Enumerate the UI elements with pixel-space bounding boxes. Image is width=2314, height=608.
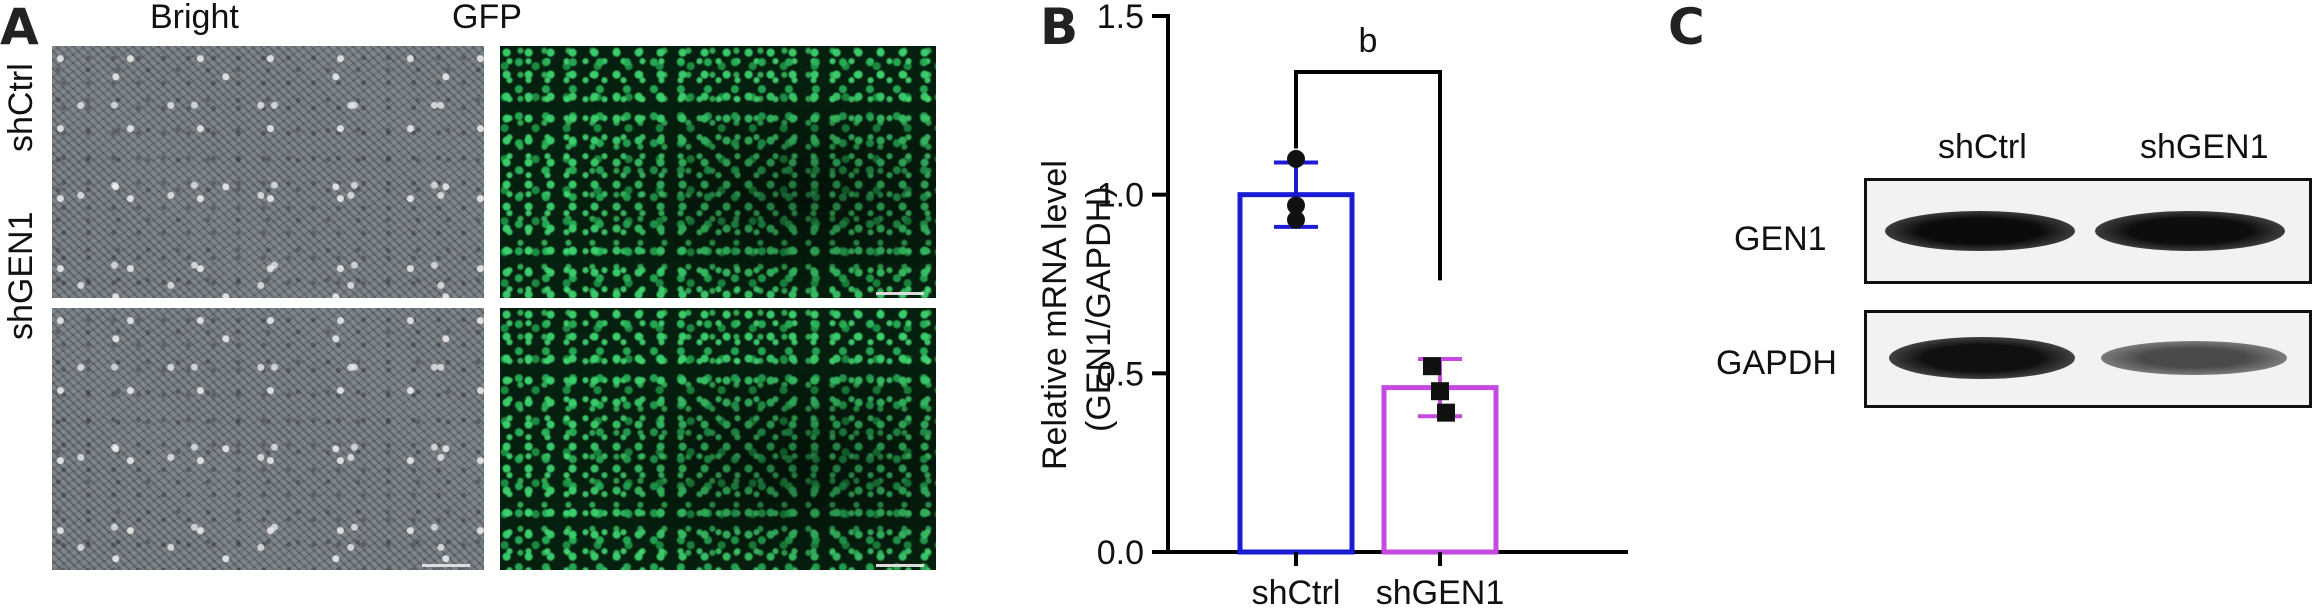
scale-bar (422, 564, 470, 567)
panel-b-letter: B (1040, 0, 1079, 56)
col-label-bright: Bright (150, 0, 239, 36)
y-tick-label: 0.0 (1097, 534, 1144, 572)
micrograph-gfp-shgen1 (500, 308, 936, 570)
western-blot-gen1 (1864, 178, 2312, 284)
data-point (1287, 210, 1305, 229)
blot-band (2101, 341, 2287, 375)
panel-c-letter: C (1668, 0, 1705, 56)
blot-band (2095, 211, 2285, 251)
y-tick-label: 0.5 (1097, 355, 1144, 393)
micrograph-gfp-shctrl (500, 46, 936, 298)
significance-bracket (1294, 70, 1442, 281)
y-tick-label: 1.0 (1097, 177, 1144, 215)
data-point (1423, 357, 1441, 376)
y-tick-label: 1.5 (1097, 0, 1144, 36)
x-tick-label: shCtrl (1252, 574, 1341, 608)
micrograph-bright-shgen1 (52, 308, 484, 570)
lane-label-shctrl: shCtrl (1938, 128, 2027, 166)
col-label-gfp: GFP (452, 0, 522, 36)
data-point (1287, 149, 1305, 168)
scale-bar (876, 564, 924, 567)
x-tick-label: shGEN1 (1376, 574, 1505, 608)
blot-label-gapdh: GAPDH (1716, 344, 1837, 382)
blot-band (1885, 211, 2075, 251)
data-point (1437, 403, 1455, 422)
bar-shctrl (1237, 192, 1355, 555)
western-blot-gapdh (1864, 310, 2312, 408)
significance-label: b (1359, 22, 1378, 60)
blot-label-gen1: GEN1 (1734, 220, 1827, 258)
micrograph-bright-shctrl (52, 46, 484, 298)
panel-a-letter: A (0, 0, 39, 56)
blot-band (1889, 337, 2075, 379)
lane-label-shgen1: shGEN1 (2140, 128, 2269, 166)
scale-bar (876, 292, 924, 295)
data-point (1431, 382, 1449, 401)
data-point (1287, 196, 1305, 215)
